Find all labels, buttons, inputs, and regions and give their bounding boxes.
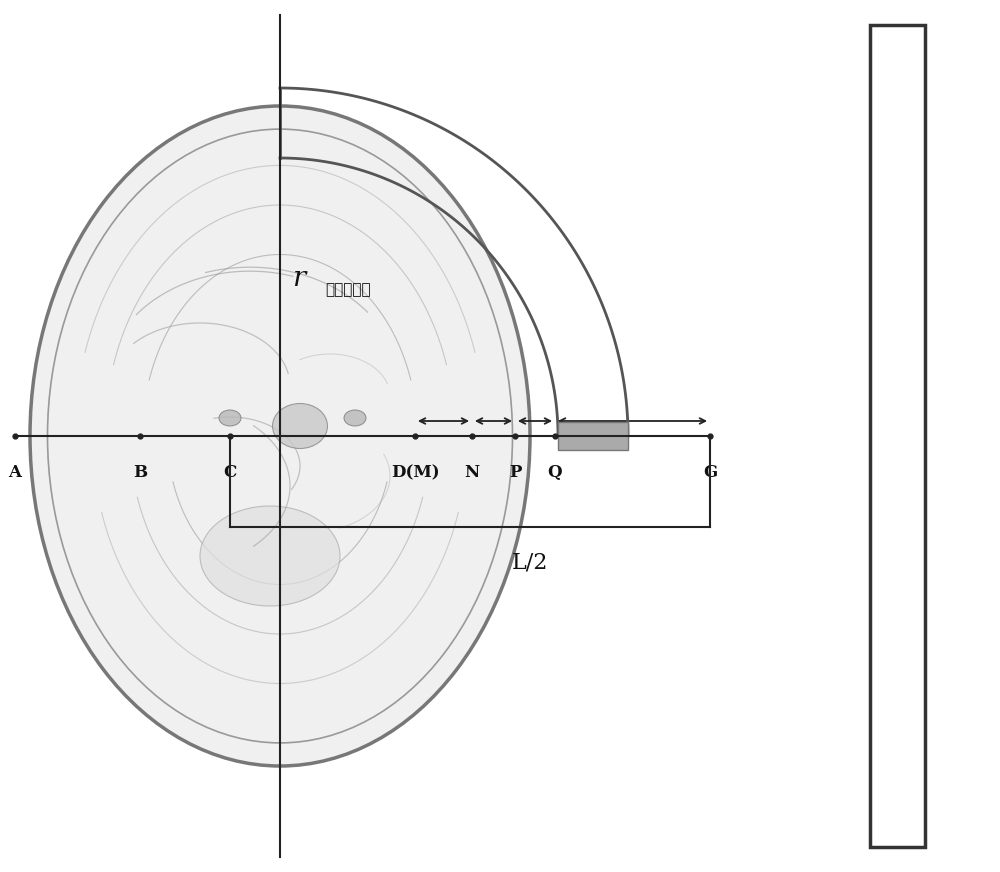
Text: L/2: L/2: [512, 551, 548, 573]
Ellipse shape: [344, 410, 366, 426]
Text: P: P: [509, 464, 521, 481]
Ellipse shape: [219, 410, 241, 426]
Text: G: G: [703, 464, 717, 481]
Ellipse shape: [200, 506, 340, 606]
Bar: [870, 25, 925, 847]
Text: r: r: [292, 265, 305, 292]
Text: D(M): D(M): [391, 464, 439, 481]
Text: 颅底卵圆孔: 颅底卵圆孔: [325, 282, 371, 297]
Text: A: A: [8, 464, 22, 481]
Ellipse shape: [30, 106, 530, 766]
Ellipse shape: [272, 404, 328, 448]
Text: B: B: [133, 464, 147, 481]
Text: Q: Q: [548, 464, 562, 481]
Text: N: N: [464, 464, 480, 481]
Text: C: C: [223, 464, 237, 481]
Bar: [558, 422, 628, 450]
